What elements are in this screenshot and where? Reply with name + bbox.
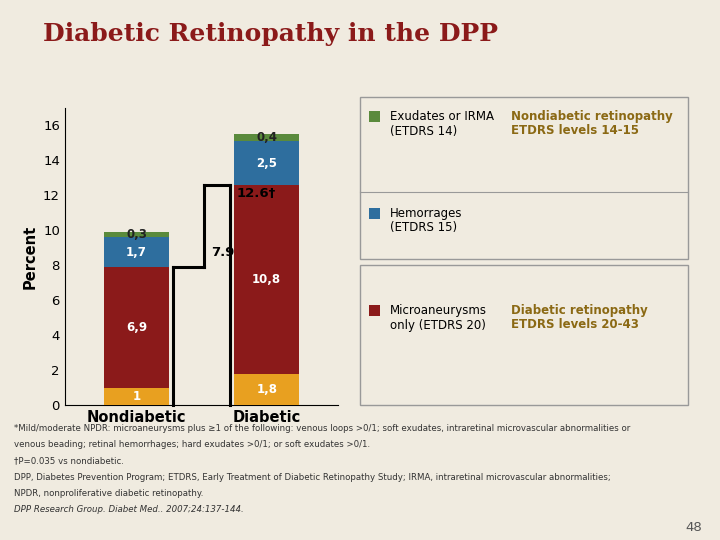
Text: 12.6†: 12.6† — [237, 187, 276, 200]
Bar — [104, 388, 169, 405]
Text: ETDRS levels 20-43: ETDRS levels 20-43 — [511, 318, 639, 331]
Text: 2,5: 2,5 — [256, 157, 277, 170]
Text: 6,9: 6,9 — [126, 321, 147, 334]
Bar — [234, 374, 300, 405]
Y-axis label: Percent: Percent — [22, 225, 37, 288]
Bar — [104, 267, 169, 388]
Text: 0,3: 0,3 — [126, 228, 147, 241]
Text: 1,7: 1,7 — [126, 246, 147, 259]
Text: 10,8: 10,8 — [252, 273, 282, 286]
Text: 0,4: 0,4 — [256, 131, 277, 144]
Text: 7.9: 7.9 — [211, 246, 234, 259]
Text: Exudates or IRMA: Exudates or IRMA — [390, 110, 494, 123]
Text: (ETDRS 15): (ETDRS 15) — [390, 221, 457, 234]
Text: Diabetic Retinopathy in the DPP: Diabetic Retinopathy in the DPP — [43, 22, 498, 45]
Text: DPP, Diabetes Prevention Program; ETDRS, Early Treatment of Diabetic Retinopathy: DPP, Diabetes Prevention Program; ETDRS,… — [14, 472, 611, 482]
Text: NPDR, nonproliferative diabetic retinopathy.: NPDR, nonproliferative diabetic retinopa… — [14, 489, 204, 498]
Text: only (ETDRS 20): only (ETDRS 20) — [390, 319, 486, 332]
Text: 48: 48 — [685, 521, 702, 534]
Text: *Mild/moderate NPDR: microaneurysms plus ≥1 of the following: venous loops >0/1;: *Mild/moderate NPDR: microaneurysms plus… — [14, 424, 631, 433]
Text: Microaneurysms: Microaneurysms — [390, 304, 487, 317]
Text: †P=0.035 vs nondiabetic.: †P=0.035 vs nondiabetic. — [14, 456, 125, 465]
Text: DPP Research Group. Diabet Med.. 2007;24:137-144.: DPP Research Group. Diabet Med.. 2007;24… — [14, 505, 244, 514]
Text: Hemorrages: Hemorrages — [390, 207, 463, 220]
Bar — [234, 185, 300, 374]
Text: venous beading; retinal hemorrhages; hard exudates >0/1; or soft exudates >0/1.: venous beading; retinal hemorrhages; har… — [14, 440, 371, 449]
Text: ETDRS levels 14-15: ETDRS levels 14-15 — [511, 124, 639, 137]
Text: (ETDRS 14): (ETDRS 14) — [390, 125, 457, 138]
Text: 1: 1 — [132, 390, 140, 403]
Bar — [104, 232, 169, 237]
Text: Diabetic retinopathy: Diabetic retinopathy — [511, 304, 648, 317]
Bar — [234, 141, 300, 185]
Text: 1,8: 1,8 — [256, 383, 277, 396]
Bar — [234, 134, 300, 141]
Text: Nondiabetic retinopathy: Nondiabetic retinopathy — [511, 110, 673, 123]
Bar — [104, 237, 169, 267]
